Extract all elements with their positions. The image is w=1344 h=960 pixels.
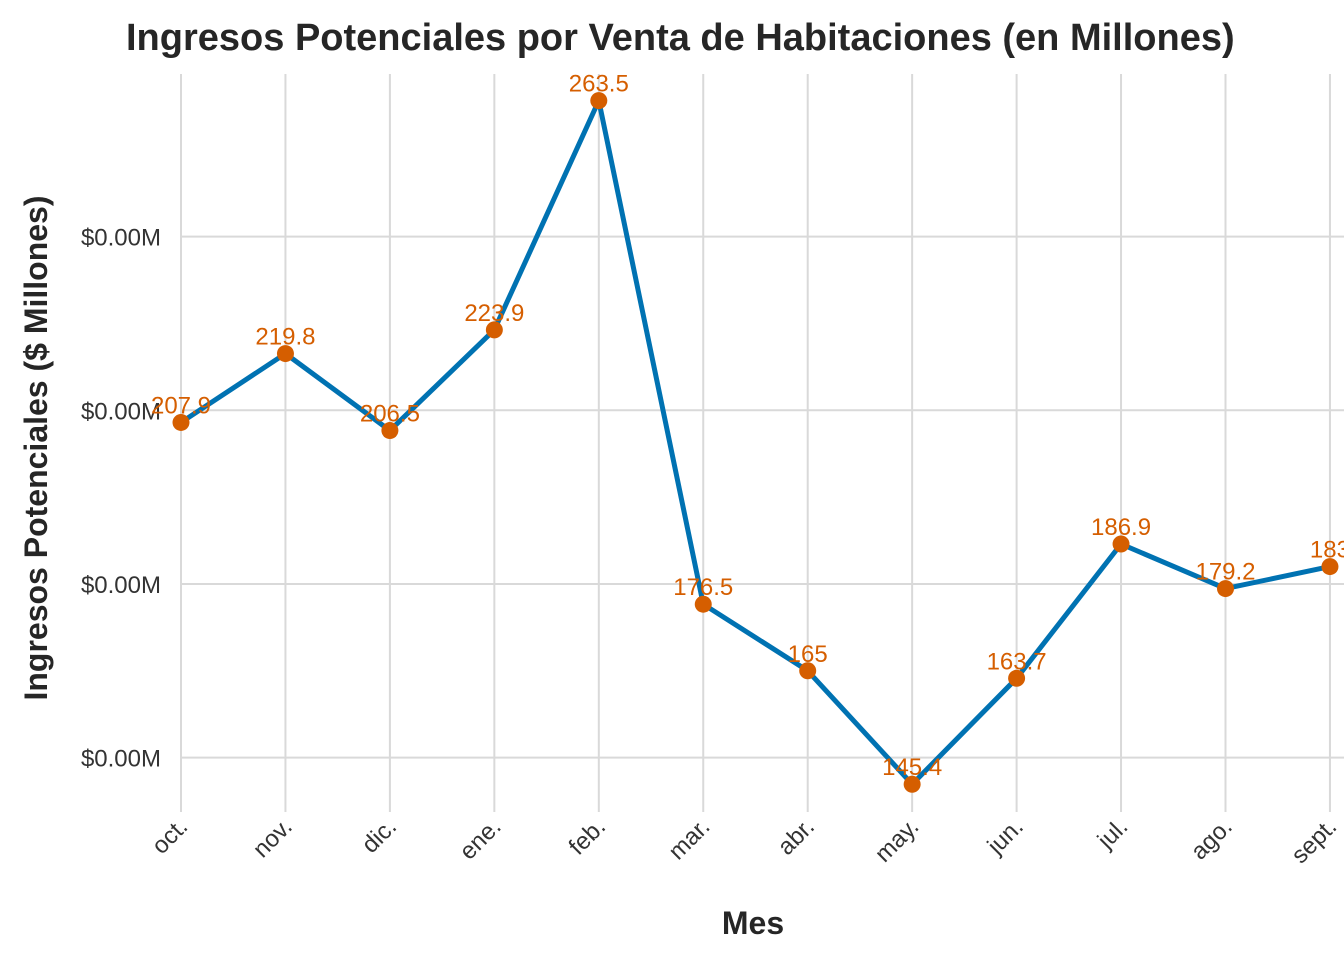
- data-label: 163.7: [987, 648, 1047, 675]
- data-label: 219.8: [255, 324, 315, 351]
- data-point: [1321, 558, 1339, 576]
- x-tick-label: nov.: [248, 813, 298, 863]
- y-tick-label: $0.00M: [81, 225, 161, 252]
- data-point: [276, 345, 294, 363]
- y-tick-label: $0.00M: [81, 398, 161, 425]
- y-axis-title: Ingresos Potenciales ($ Millones): [18, 195, 54, 700]
- data-label: 165: [788, 641, 828, 668]
- x-tick-label: jun.: [982, 813, 1029, 860]
- data-point: [1112, 535, 1130, 553]
- data-label: 207.9: [151, 392, 211, 419]
- x-tick-label: jul.: [1092, 813, 1133, 854]
- x-tick-label: abr.: [773, 813, 820, 860]
- data-point: [799, 662, 817, 680]
- x-tick-label: mar.: [663, 813, 715, 865]
- data-label: 186.9: [1091, 514, 1151, 541]
- series-layer: 207.9 219.8 206.5 223.9 263.5 176.5 165 145.4 16…: [151, 71, 1344, 793]
- data-point: [1217, 580, 1234, 598]
- data-label: 176.5: [673, 574, 733, 601]
- x-axis-ticks: oct. nov. dic. ene. feb. mar. abr. may. jun. jul.…: [147, 813, 1342, 869]
- data-point: [381, 422, 399, 440]
- grid-layer: [180, 74, 1344, 812]
- x-tick-label: sept.: [1286, 813, 1342, 869]
- data-label: 223.9: [464, 300, 524, 327]
- y-tick-label: $0.00M: [81, 572, 161, 599]
- x-tick-label: feb.: [564, 813, 611, 860]
- data-point: [485, 321, 503, 339]
- x-tick-label: dic.: [357, 813, 403, 859]
- data-point: [590, 92, 608, 110]
- y-tick-label: $0.00M: [81, 746, 161, 773]
- data-label: 183: [1310, 537, 1344, 564]
- x-axis-title: Mes: [722, 905, 784, 941]
- y-axis-ticks: $0.00M $0.00M $0.00M $0.00M: [81, 225, 161, 773]
- data-label: 145.4: [882, 754, 942, 781]
- series-line: [178, 98, 1333, 787]
- x-tick-label: may.: [870, 813, 925, 868]
- data-point: [903, 775, 921, 793]
- x-tick-label: oct.: [147, 813, 193, 859]
- x-tick-label: ago.: [1186, 813, 1238, 865]
- data-point: [172, 413, 190, 431]
- chart-title: Ingresos Potenciales por Venta de Habita…: [126, 17, 1235, 59]
- data-label: 179.2: [1195, 559, 1255, 586]
- data-label: 206.5: [360, 401, 420, 428]
- data-point: [1008, 669, 1026, 687]
- data-point: [694, 595, 712, 613]
- x-tick-label: ene.: [454, 813, 506, 865]
- data-label: 263.5: [569, 71, 629, 98]
